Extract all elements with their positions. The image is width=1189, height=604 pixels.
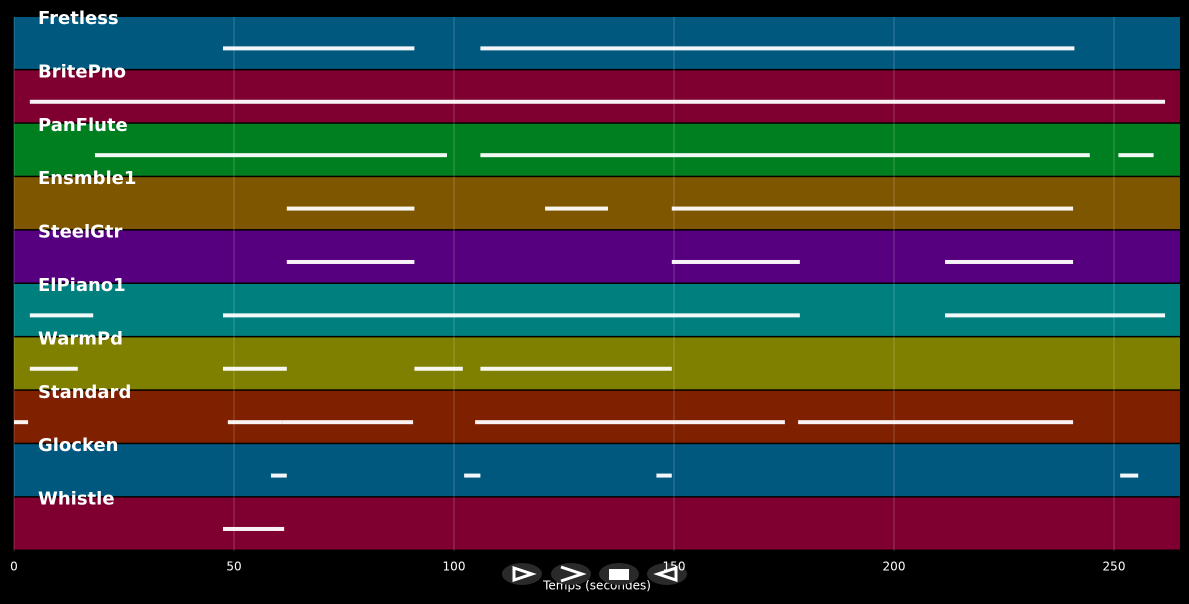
note-segment xyxy=(286,206,415,211)
lanes xyxy=(14,17,1180,550)
note-segment xyxy=(480,46,1075,51)
track-name: ElPiano1 xyxy=(38,275,126,296)
track-lane xyxy=(14,497,1180,550)
track-lane xyxy=(14,284,1180,336)
track-name: Fretless xyxy=(38,8,119,29)
note-segment xyxy=(480,366,672,371)
track-lane xyxy=(14,337,1180,390)
forward-button[interactable] xyxy=(551,563,591,585)
x-tick-label: 250 xyxy=(1103,560,1126,574)
track-name: Whistle xyxy=(38,489,115,510)
labels: Fretless BritePno PanFlute Ensmble1 SteelGtr… xyxy=(38,8,136,510)
x-tick-label: 50 xyxy=(226,560,241,574)
back-button[interactable] xyxy=(647,563,687,585)
note-segment xyxy=(656,473,672,478)
x-tick-label: 0 xyxy=(10,560,18,574)
note-segment xyxy=(545,206,608,211)
note-segment xyxy=(223,46,415,51)
note-segment xyxy=(223,526,285,531)
track-name: BritePno xyxy=(38,61,126,82)
note-segment xyxy=(270,473,287,478)
note-segment xyxy=(14,420,29,425)
note-segment xyxy=(286,259,415,264)
x-tick-label: 100 xyxy=(443,560,466,574)
note-segment xyxy=(29,313,94,318)
play-button[interactable] xyxy=(502,563,542,585)
playback-controls xyxy=(502,563,687,585)
note-segment xyxy=(480,153,1090,158)
note-segment xyxy=(223,313,800,318)
note-segment xyxy=(414,366,463,371)
note-segment xyxy=(464,473,481,478)
track-lane xyxy=(14,70,1180,123)
track-name: Standard xyxy=(38,382,131,403)
note-segment xyxy=(475,420,785,425)
track-lane xyxy=(14,444,1180,497)
note-segment xyxy=(94,153,447,158)
note-segment xyxy=(223,366,287,371)
track-lane xyxy=(14,177,1180,230)
x-tick-label: 200 xyxy=(883,560,906,574)
stop-button[interactable] xyxy=(599,563,639,585)
track-name: PanFlute xyxy=(38,115,128,136)
note-segment xyxy=(227,420,283,425)
note-segment xyxy=(29,99,1166,104)
track-lane xyxy=(14,230,1180,283)
grid xyxy=(13,17,1115,551)
note-segment xyxy=(945,259,1074,264)
track-name: Ensmble1 xyxy=(38,168,136,189)
note-segment xyxy=(29,366,78,371)
track-name: SteelGtr xyxy=(38,222,123,243)
track-name: WarmPd xyxy=(38,328,123,349)
note-segment xyxy=(282,420,414,425)
x-tick-label: 150 xyxy=(663,560,686,574)
note-segment xyxy=(1120,473,1139,478)
note-segment xyxy=(1118,153,1154,158)
notes xyxy=(14,46,1166,531)
track-lane xyxy=(14,123,1180,176)
note-segment xyxy=(945,313,1166,318)
note-segment xyxy=(671,259,800,264)
track-lane xyxy=(14,17,1180,69)
note-segment xyxy=(798,420,1074,425)
track-lane xyxy=(14,390,1180,443)
track-name: Glocken xyxy=(38,435,119,456)
note-segment xyxy=(671,206,1074,211)
